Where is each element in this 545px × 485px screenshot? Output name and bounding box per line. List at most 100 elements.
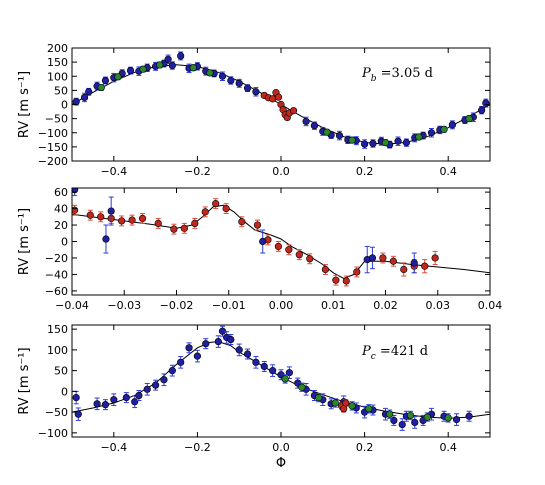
data-point [398,420,406,429]
x-tick-label: 0.01 [321,299,346,312]
data-point [440,125,448,133]
data-point [406,411,415,420]
x-tick-label: 0.00 [269,299,294,312]
data-point [102,235,110,243]
data-point [193,352,201,360]
data-point [131,398,139,406]
y-tick-label: 200 [47,42,68,55]
x-tick-label: 0.02 [373,299,398,312]
data-point [444,414,452,422]
data-point [185,344,193,352]
data-point [365,405,373,413]
data-point [191,219,199,227]
data-point [139,65,147,73]
data-point [143,385,151,393]
annotation-sub: c [371,352,376,362]
data-point [259,237,267,246]
y-axis-label: RV [m s⁻¹] [17,71,32,138]
y-tick-label: −20 [45,252,68,265]
y-tick-label: 150 [47,56,68,69]
data-point [177,52,185,60]
data-point [394,137,402,145]
data-point [214,337,222,346]
data-point [206,69,214,77]
y-tick-label: 0 [61,236,68,249]
data-point [361,140,369,148]
data-point [138,214,147,223]
period-annotation: Pc =421 d [361,344,428,362]
data-point [342,399,350,407]
data-point [369,139,377,148]
y-tick-label: −40 [45,268,68,281]
series-0 [72,325,473,431]
data-point [202,340,210,348]
annotation-sub: b [371,74,377,84]
data-point [348,402,356,410]
x-tick-label: 0.04 [478,299,503,312]
y-tick-label: −200 [38,155,68,168]
x-tick-label: −0.01 [212,299,246,312]
data-point [238,218,246,226]
data-point [289,107,298,115]
data-point [321,265,330,274]
data-point [126,66,135,75]
data-point [306,255,314,263]
data-point [101,401,110,409]
data-point [189,64,197,72]
data-point [122,393,130,402]
x-tick-label: 0.4 [439,441,457,454]
data-point [274,93,283,101]
x-tick-label: −0.4 [100,441,127,454]
data-point [110,396,118,404]
x-tick-label: 0.0 [272,441,290,454]
data-point [93,400,101,408]
data-point [315,393,323,402]
x-axis-label: Φ [276,456,286,471]
data-point [85,88,93,96]
data-point [332,276,340,284]
data-point [72,393,80,402]
annotation-main: P [361,344,371,359]
data-point [381,139,390,147]
data-point [411,418,419,427]
data-point [253,221,262,229]
data-point [465,115,473,123]
data-point [156,61,164,69]
panel-planet-c-phase-plot: −0.4 −0.2 0.0 0.2 0.4 −100 −50 0 50 100 150 RV [m s… [17,323,491,471]
data-point [427,129,436,137]
data-point [331,399,339,407]
plot-data-area [72,188,490,287]
series-1 [281,374,452,423]
data-point [212,200,220,208]
annotation-value: =421 d [376,344,428,359]
data-point [86,211,94,219]
data-point [227,335,235,344]
data-point [170,225,178,233]
data-point [415,133,423,141]
data-point [389,257,397,265]
data-point [235,79,243,87]
panel-transit-zoom-plot: −0.04 −0.03 −0.02 −0.01 0.00 0.01 0.02 0.03 0.04… [17,186,503,312]
data-point [335,131,344,140]
data-point [164,55,172,63]
y-tick-label: −100 [38,127,68,140]
data-point [222,204,230,213]
y-tick-label: 100 [47,344,68,357]
data-point [274,242,282,251]
data-point [168,61,176,70]
x-tick-label: 0.0 [272,165,290,178]
y-tick-label: 0 [61,385,68,398]
data-point [302,117,310,126]
x-tick-label: 0.4 [439,165,457,178]
y-tick-label: 40 [54,203,68,216]
data-point [400,265,408,274]
y-axis-label: RV [m s⁻¹] [17,347,32,414]
y-tick-label: 50 [54,365,68,378]
data-point [180,224,188,232]
data-point [97,83,105,92]
x-tick-label: −0.04 [55,299,89,312]
data-point [482,99,490,107]
data-point [128,216,136,224]
series-0 [72,198,439,287]
data-point [342,277,350,285]
